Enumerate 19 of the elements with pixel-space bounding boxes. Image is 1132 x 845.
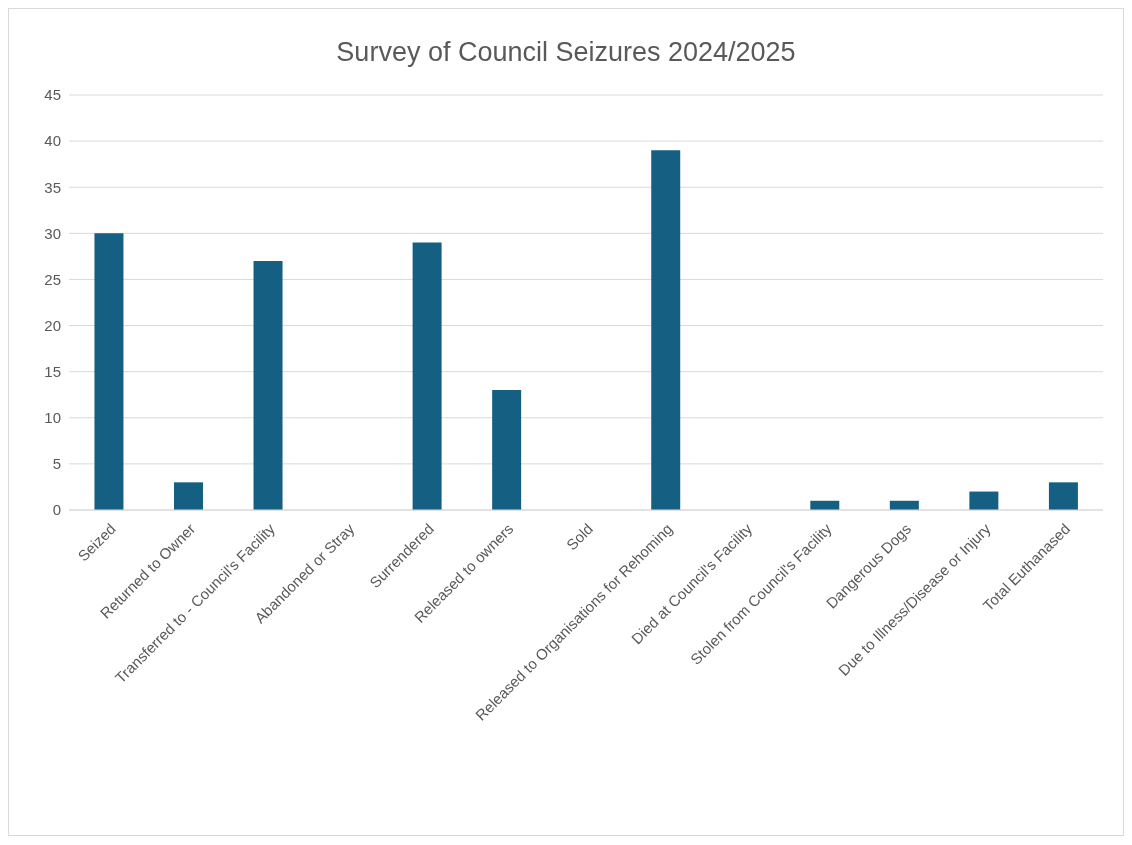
y-tick-label: 10: [44, 409, 61, 427]
y-tick-label: 20: [44, 316, 61, 334]
bar: [1048, 482, 1078, 510]
y-tick-label: 35: [44, 178, 61, 196]
y-tick-label: 25: [44, 270, 61, 288]
bar: [969, 491, 999, 510]
y-tick-label: 5: [52, 455, 61, 473]
bar: [492, 390, 522, 510]
bar: [651, 150, 681, 510]
chart-title: Survey of Council Seizures 2024/2025: [335, 37, 797, 68]
y-tick-label: 45: [44, 86, 61, 104]
y-tick-label: 30: [44, 224, 61, 242]
y-tick-label: 0: [52, 501, 61, 519]
bar: [173, 482, 203, 510]
bar: [412, 242, 442, 510]
y-tick-label: 15: [44, 362, 61, 380]
bar: [253, 261, 283, 510]
bar: [94, 233, 124, 510]
y-tick-label: 40: [44, 132, 61, 150]
